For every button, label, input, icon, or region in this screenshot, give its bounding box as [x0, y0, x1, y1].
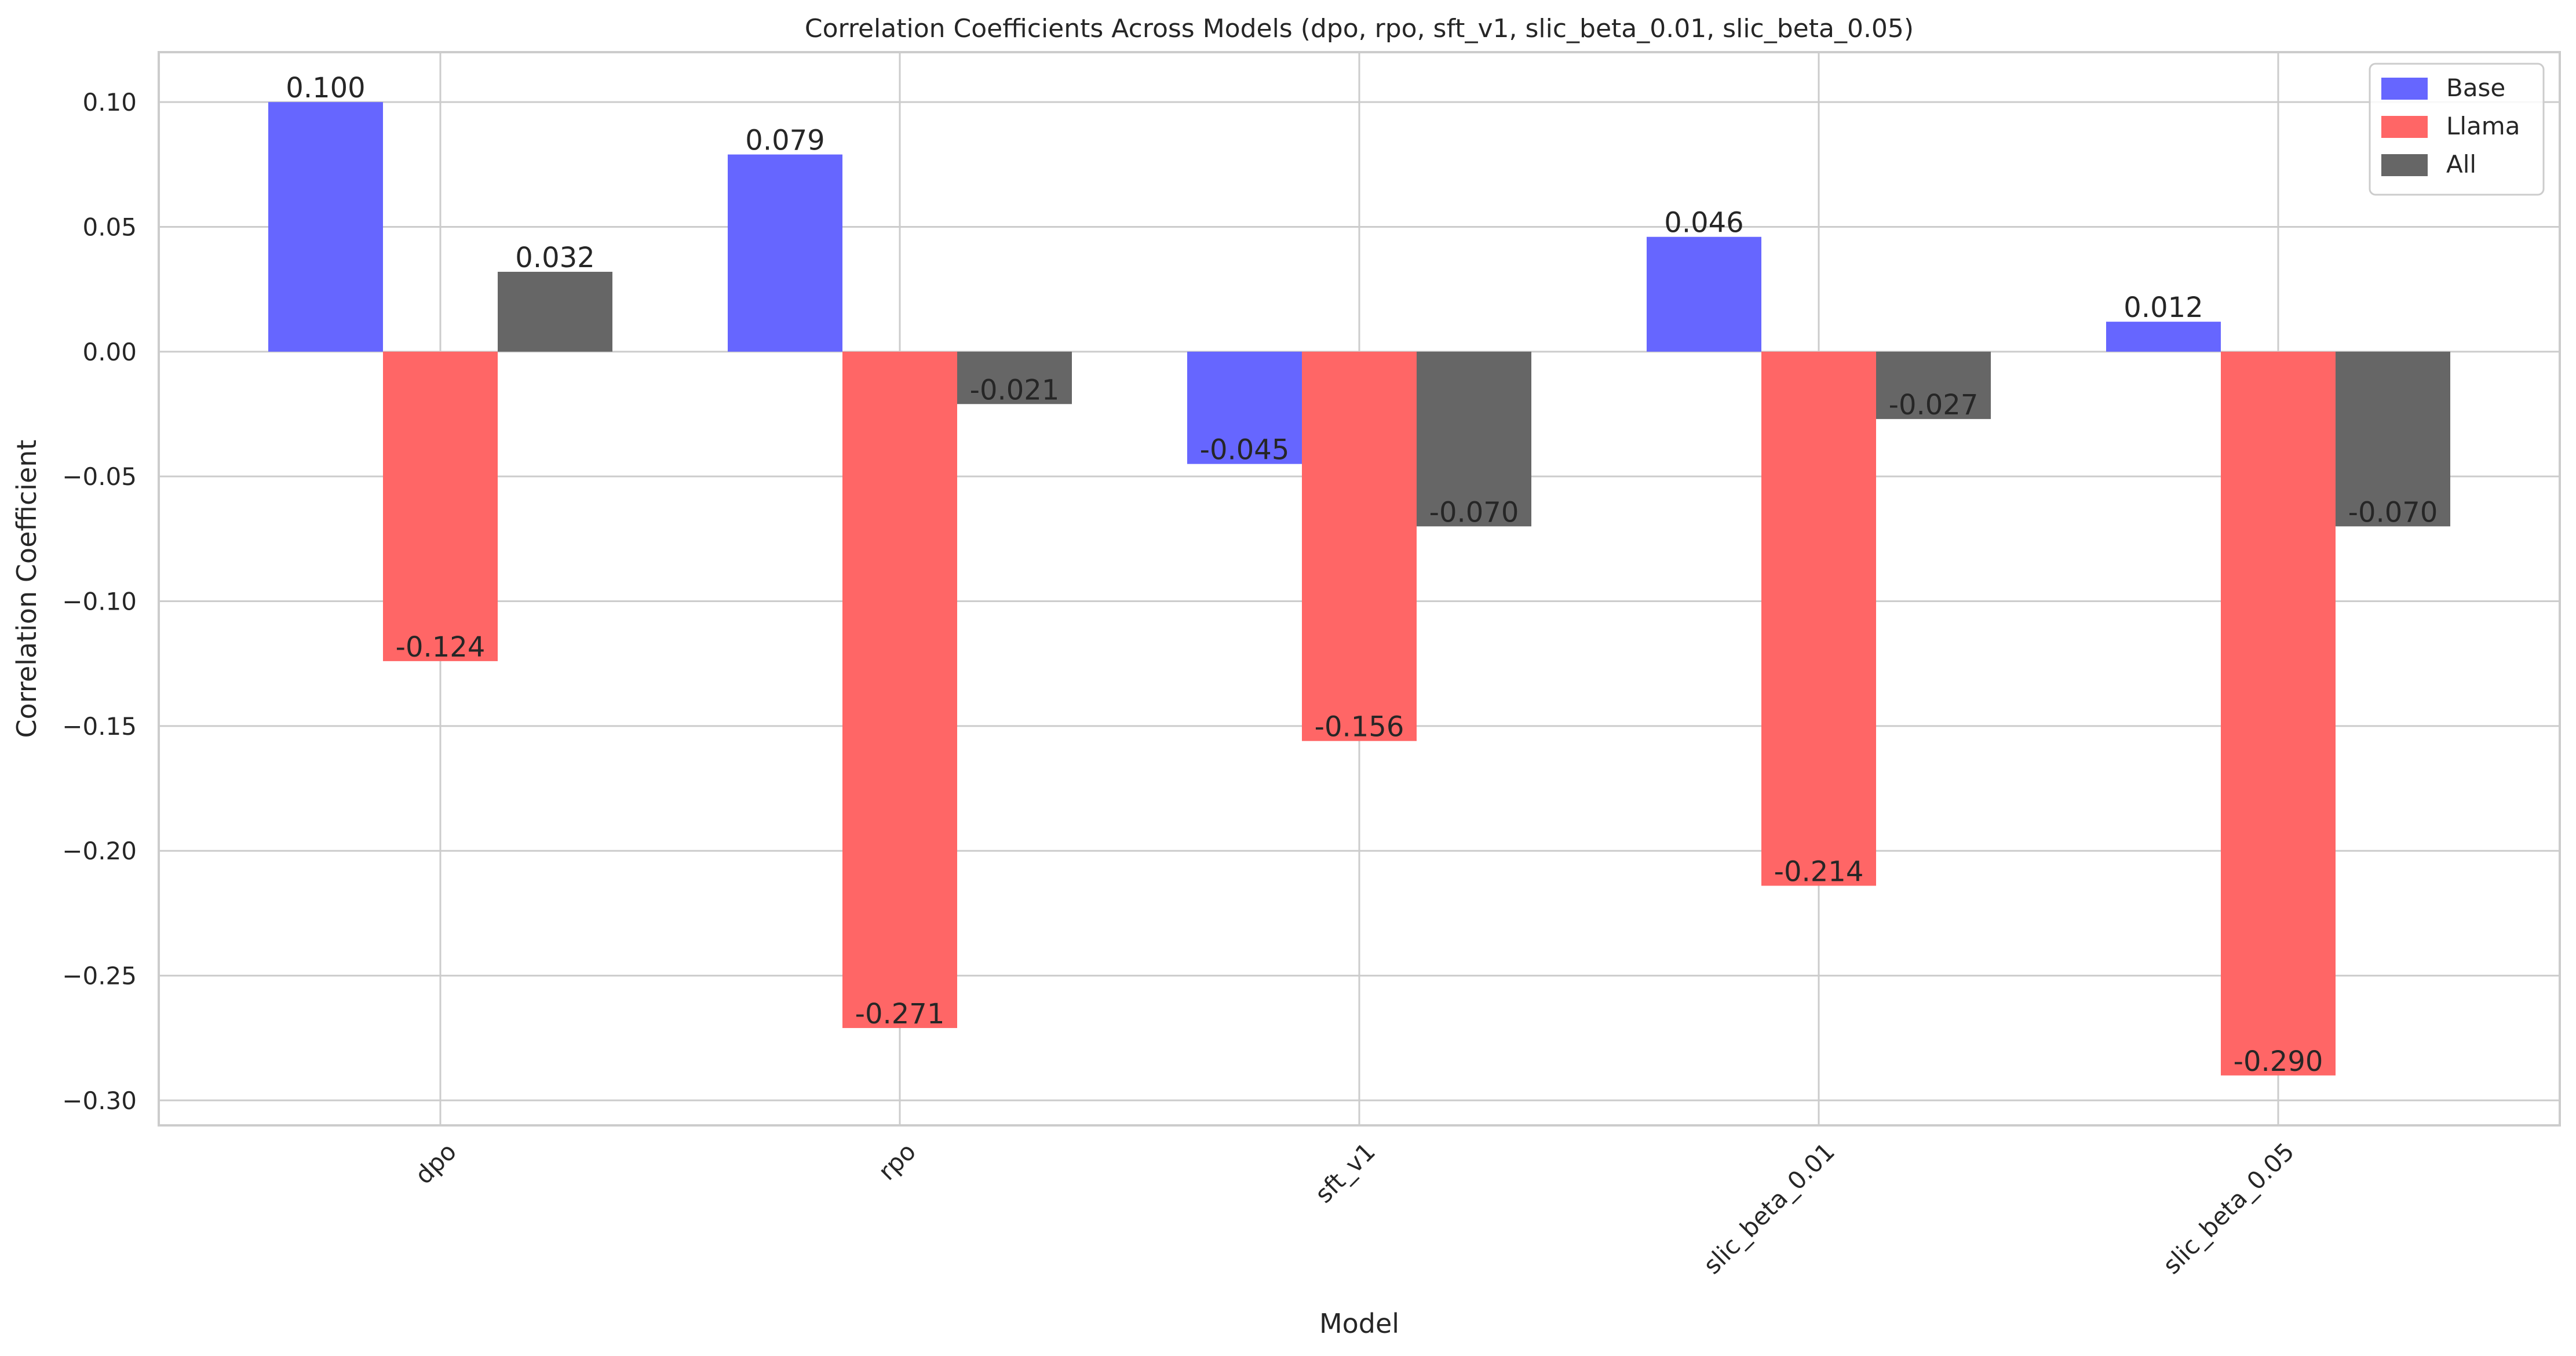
y-tick-label: 0.05: [82, 213, 137, 241]
y-tick-label: −0.10: [62, 588, 137, 616]
bar-value-label: -0.070: [2348, 496, 2438, 528]
bar-value-label: -0.156: [1315, 711, 1404, 743]
bar-base: [728, 154, 842, 352]
bar-value-label: -0.290: [2234, 1045, 2323, 1078]
bars: [268, 102, 2450, 1076]
legend-label-llama: Llama: [2446, 112, 2520, 140]
bar-value-label: 0.079: [745, 125, 824, 157]
legend-swatch-all: [2381, 154, 2428, 176]
bar-value-label: -0.021: [970, 374, 1060, 406]
bar-all: [498, 272, 612, 352]
bar-llama: [842, 351, 957, 1029]
bar-base: [1647, 236, 1761, 352]
bar-value-label: -0.070: [1429, 496, 1519, 528]
bar-value-label: -0.271: [855, 998, 945, 1030]
bar-value-label: 0.046: [1664, 207, 1743, 239]
y-tick-label: −0.20: [62, 837, 137, 865]
y-tick-label: 0.10: [82, 88, 137, 116]
legend-label-all: All: [2446, 150, 2476, 178]
bar-value-label: -0.027: [1889, 389, 1979, 421]
y-tick-label: −0.15: [62, 712, 137, 741]
bar-value-label: 0.100: [286, 72, 365, 104]
legend: Base Llama All: [2369, 63, 2545, 196]
y-tick-label: −0.25: [62, 962, 137, 990]
x-axis-label: Model: [1319, 1308, 1399, 1339]
y-axis-label: Correlation Coefficient: [11, 440, 42, 738]
y-tick-label: 0.00: [82, 338, 137, 366]
legend-label-base: Base: [2446, 74, 2505, 102]
bar-base: [1187, 351, 1302, 464]
bar-value-labels: 0.100 0.079 -0.045 0.046 0.012 -0.124 -0.271 -0…: [286, 72, 2438, 1078]
chart-title: Correlation Coefficients Across Models (…: [805, 14, 1914, 43]
bar-value-label: 0.032: [515, 242, 594, 274]
legend-swatch-base: [2381, 78, 2428, 100]
bar-llama: [383, 351, 498, 661]
plot-area: 0.10 0.05 0.00 −0.05 −0.10 −0.15 −0.20 −0.25 −0.…: [62, 51, 2561, 1280]
legend-swatch-llama: [2381, 116, 2428, 138]
bar-value-label: -0.045: [1200, 434, 1290, 466]
bar-value-label: -0.214: [1774, 856, 1864, 888]
bar-all: [957, 351, 1072, 404]
y-tick-label: −0.30: [62, 1087, 137, 1115]
y-tick-label: −0.05: [62, 462, 137, 491]
bar-all: [1876, 351, 1991, 420]
bar-base: [2106, 322, 2221, 352]
plot-frame: [158, 51, 2561, 1127]
bar-all: [1417, 351, 1531, 527]
bar-all: [2336, 351, 2450, 527]
bar-value-label: 0.012: [2123, 291, 2203, 324]
bar-value-label: -0.124: [396, 631, 486, 664]
bar-llama: [1302, 351, 1417, 741]
bar-llama: [2221, 351, 2336, 1076]
bar-base: [268, 102, 383, 352]
y-tick-labels: 0.10 0.05 0.00 −0.05 −0.10 −0.15 −0.20 −0.25 −0.…: [62, 88, 137, 1115]
bar-llama: [1761, 351, 1876, 886]
